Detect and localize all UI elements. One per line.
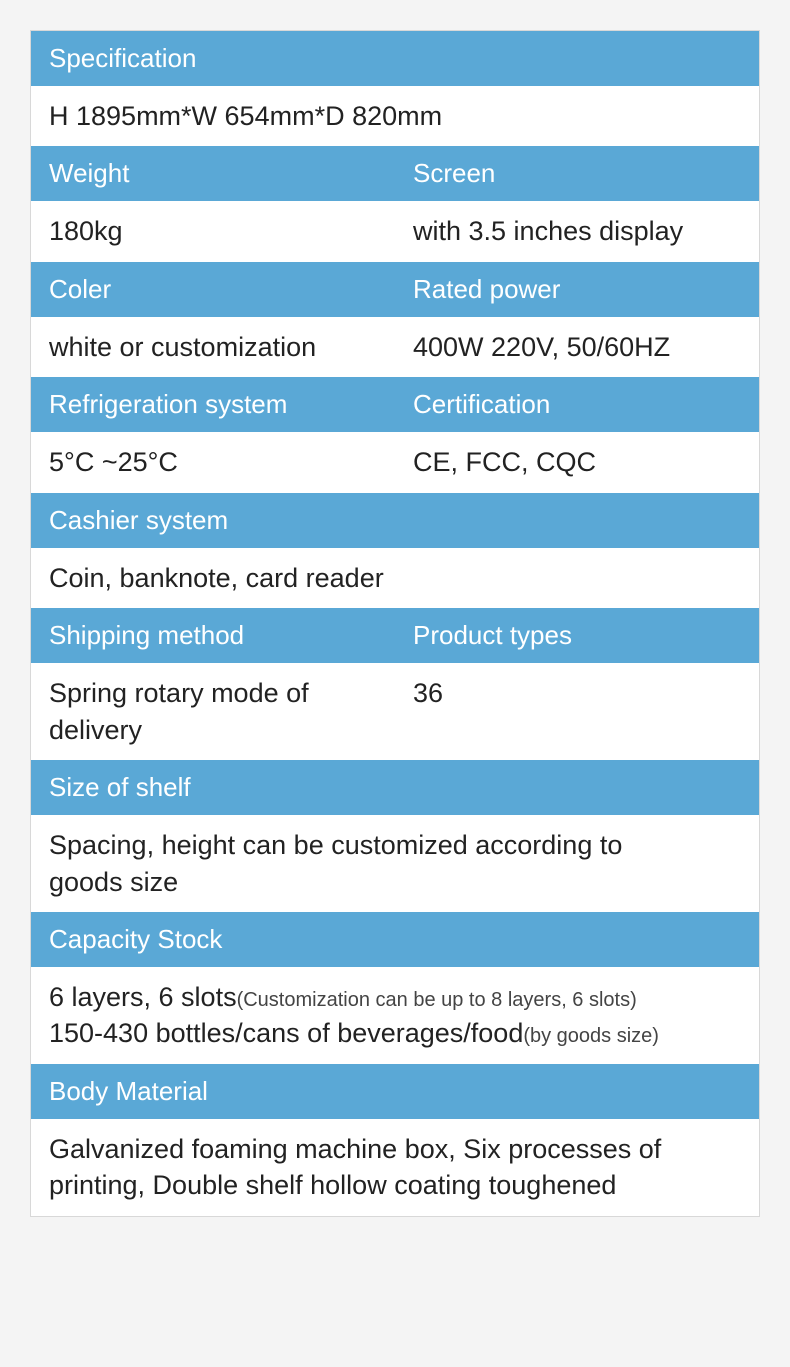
shelf-label: Size of shelf xyxy=(31,760,759,815)
row-shelf-header: Size of shelf xyxy=(31,760,759,815)
color-label: Coler xyxy=(31,262,395,317)
row-shelf-value: Spacing, height can be customized accord… xyxy=(31,815,759,912)
row-cashier-value: Coin, banknote, card reader xyxy=(31,548,759,608)
shipping-value: Spring rotary mode of delivery xyxy=(31,663,395,760)
row-cashier-header: Cashier system xyxy=(31,493,759,548)
color-value: white or customization xyxy=(31,317,395,377)
refrigeration-value: 5°C ~25°C xyxy=(31,432,395,492)
screen-label: Screen xyxy=(395,146,759,201)
cashier-label: Cashier system xyxy=(31,493,759,548)
row-specification-header: Specification xyxy=(31,31,759,86)
certification-value: CE, FCC, CQC xyxy=(395,432,759,492)
shipping-label: Shipping method xyxy=(31,608,395,663)
refrigeration-label: Refrigeration system xyxy=(31,377,395,432)
rated-power-value: 400W 220V, 50/60HZ xyxy=(395,317,759,377)
capacity-line2-paren: (by goods size) xyxy=(523,1025,659,1047)
row-body-material-header: Body Material xyxy=(31,1064,759,1119)
row-weight-screen-value: 180kg with 3.5 inches display xyxy=(31,201,759,261)
row-shipping-types-value: Spring rotary mode of delivery 36 xyxy=(31,663,759,760)
weight-label: Weight xyxy=(31,146,395,201)
product-types-value: 36 xyxy=(395,663,759,760)
row-body-material-value: Galvanized foaming machine box, Six proc… xyxy=(31,1119,759,1216)
capacity-line1-paren: (Customization can be up to 8 layers, 6 … xyxy=(237,989,637,1011)
capacity-line2-main: 150-430 bottles/cans of beverages/food xyxy=(49,1018,523,1048)
rated-power-label: Rated power xyxy=(395,262,759,317)
certification-label: Certification xyxy=(395,377,759,432)
specification-value: H 1895mm*W 654mm*D 820mm xyxy=(31,86,759,146)
row-shipping-types-header: Shipping method Product types xyxy=(31,608,759,663)
capacity-value: 6 layers, 6 slots(Customization can be u… xyxy=(31,967,759,1064)
screen-value: with 3.5 inches display xyxy=(395,201,759,261)
product-types-label: Product types xyxy=(395,608,759,663)
row-capacity-header: Capacity Stock xyxy=(31,912,759,967)
body-material-label: Body Material xyxy=(31,1064,759,1119)
row-refrig-cert-header: Refrigeration system Certification xyxy=(31,377,759,432)
row-color-power-header: Coler Rated power xyxy=(31,262,759,317)
row-specification-value: H 1895mm*W 654mm*D 820mm xyxy=(31,86,759,146)
shelf-value: Spacing, height can be customized accord… xyxy=(31,815,686,912)
capacity-line1-main: 6 layers, 6 slots xyxy=(49,982,237,1012)
row-capacity-value: 6 layers, 6 slots(Customization can be u… xyxy=(31,967,759,1064)
specification-label: Specification xyxy=(31,31,759,86)
body-material-value: Galvanized foaming machine box, Six proc… xyxy=(31,1119,759,1216)
row-refrig-cert-value: 5°C ~25°C CE, FCC, CQC xyxy=(31,432,759,492)
specification-table: Specification H 1895mm*W 654mm*D 820mm W… xyxy=(30,30,760,1217)
cashier-value: Coin, banknote, card reader xyxy=(31,548,759,608)
row-color-power-value: white or customization 400W 220V, 50/60H… xyxy=(31,317,759,377)
capacity-label: Capacity Stock xyxy=(31,912,759,967)
row-weight-screen-header: Weight Screen xyxy=(31,146,759,201)
weight-value: 180kg xyxy=(31,201,395,261)
